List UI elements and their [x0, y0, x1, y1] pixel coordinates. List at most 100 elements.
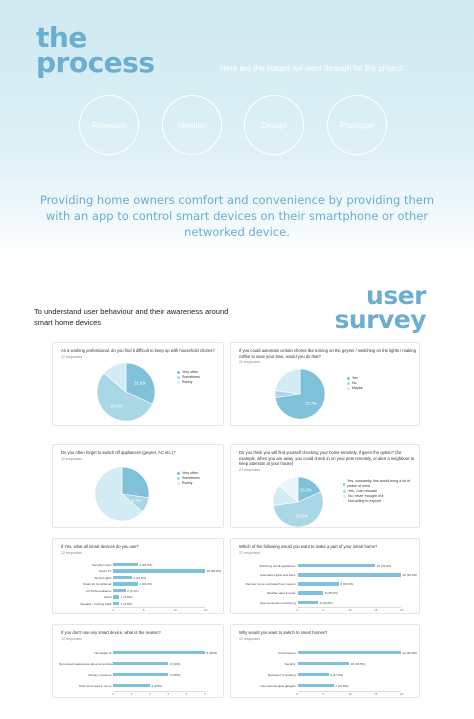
survey-card-chores: As a working professional, do you find i… — [52, 342, 224, 426]
pie-data-label: 54.5% — [296, 513, 308, 518]
bar — [297, 591, 324, 595]
bar — [113, 575, 132, 580]
x-tick-label: 3 — [167, 692, 170, 696]
pie-data-label: 54.5% — [111, 404, 123, 409]
responses-count: 10 responses — [61, 636, 83, 641]
pie-data-label: 31.8% — [134, 380, 146, 385]
question-text: Do you often forget to switch off applia… — [61, 450, 176, 455]
pie-slice — [125, 363, 155, 405]
legend-label: No, never thought of it — [348, 494, 384, 498]
survey-card-want-devices: Which of the following would you want to… — [230, 538, 420, 614]
bar — [297, 650, 401, 655]
bar-category-label: Switching on/off appliances — [259, 563, 296, 568]
survey-card-why-switch: Why would you want to switch to smart ho… — [230, 624, 420, 698]
bar-value-label: 3 (13.6%) — [133, 575, 147, 580]
legend-swatch — [177, 477, 180, 480]
pie-chart: 18.2% 54.5% — [273, 477, 323, 527]
chart-legend: Very often Sometimes Rarely — [177, 370, 200, 385]
chart-legend: Very often Sometimes Rarely — [177, 471, 200, 486]
survey-title-line1: user — [366, 281, 426, 310]
legend-swatch — [177, 381, 180, 384]
pie-slice — [95, 467, 143, 521]
x-tick-label: 0 — [296, 692, 299, 696]
x-tick-label: 5 — [322, 608, 325, 612]
bar — [297, 563, 376, 568]
bar-category-label: Weather alert & news — [266, 591, 296, 596]
legend-swatch — [343, 490, 346, 493]
bar-value-label: 6 (27.3%) — [330, 672, 344, 677]
bar — [113, 595, 120, 599]
legend-item: No, never thought of it — [343, 494, 415, 499]
x-tick-label: 0 — [296, 608, 299, 612]
bar-chart: Security Locks 4 (18.2%) Smart TV 15 (68.2%… — [59, 559, 221, 613]
legend-label: Yes — [352, 376, 358, 380]
x-axis — [113, 691, 205, 692]
legend-swatch — [177, 472, 180, 475]
x-tick-label: 2 — [149, 692, 151, 696]
bar — [113, 562, 138, 567]
bar-value-label: 4 (18.2%) — [139, 582, 153, 587]
bar-category-label: Remote home controlled from system — [245, 582, 296, 587]
bar-category-label: Speaker / running track — [80, 601, 112, 606]
legend-swatch — [343, 500, 346, 503]
bar — [113, 661, 169, 666]
process-title-line1: the — [36, 21, 87, 54]
bar-category-label: Use technological gadgets — [260, 683, 296, 688]
responses-count: 22 responses — [61, 456, 83, 461]
bar-value-label: 2 (9.1%) — [127, 588, 139, 593]
legend-label: No — [352, 381, 357, 385]
stage-design-circle: Design — [244, 95, 304, 155]
x-tick-label: 10 — [348, 608, 352, 612]
stage-prototype-circle: Prototype — [327, 95, 387, 155]
bar-category-label: Convenience — [278, 650, 296, 655]
bar — [113, 588, 126, 593]
bar — [113, 569, 205, 573]
x-tick-label: 1 — [130, 692, 133, 696]
bar-chart: Not aware of 5 (50%) Not enough awareness … — [59, 645, 219, 697]
bar-value-label: 3 (30%) — [169, 661, 181, 666]
legend-label: Maybe — [352, 386, 363, 390]
bar-value-label: 2 (20%) — [151, 683, 163, 688]
bar — [113, 601, 120, 606]
stage-label: Design — [261, 120, 287, 130]
chart-legend: Yes No Maybe — [347, 376, 363, 391]
responses-count: 22 responses — [239, 360, 261, 364]
bar-category-label: Because I'm working — [267, 672, 296, 677]
bar — [113, 672, 169, 677]
question-text: As a working professional, do you find i… — [61, 348, 215, 353]
pie-data-label: 72.7% — [305, 401, 317, 406]
x-tick-label: 5 — [204, 692, 206, 696]
bar-category-label: Gas connection monitoring — [259, 600, 296, 605]
bar — [297, 683, 334, 688]
x-tick-label: 10 — [173, 608, 177, 612]
legend-label: Sometimes — [182, 375, 200, 379]
bar-value-label: 10 (45.5%) — [350, 661, 366, 666]
x-tick-label: 15 — [204, 608, 208, 612]
pie-data-label: 9.1% — [131, 498, 141, 503]
bar-chart: Switching on/off appliances 15 (75.0%) Aut… — [237, 559, 417, 613]
stage-label: Research — [91, 120, 127, 130]
x-tick-label: 5 — [142, 608, 145, 612]
bar — [297, 582, 339, 586]
bar-value-label: 15 (75.0%) — [376, 563, 392, 568]
project-tagline: Providing home owners comfort and conven… — [39, 193, 435, 239]
legend-item: No — [347, 381, 363, 386]
legend-item: Yes, i can relocate — [343, 489, 415, 494]
bar-category-label: Privacy concerns — [88, 672, 112, 677]
pie-slice — [275, 369, 301, 395]
pie-slice — [278, 477, 299, 503]
x-tick-label: 15 — [374, 692, 378, 696]
legend-label: Very often — [182, 370, 199, 374]
bar-value-label: 20 (90.9%) — [402, 650, 418, 655]
pie-data-label: 18.2% — [300, 487, 312, 492]
bar-category-label: Not enough awareness about smart devices — [59, 661, 118, 666]
chart-legend: Yes, constantly, this would bring a lot … — [343, 479, 415, 504]
process-title-line2: process — [36, 46, 155, 79]
bar — [297, 600, 319, 605]
legend-item: Rarely — [177, 380, 200, 385]
bar — [113, 683, 151, 688]
bar-category-label: Security Locks — [91, 562, 112, 567]
x-tick-label: 20 — [400, 608, 404, 612]
legend-item: Sometimes — [177, 476, 200, 481]
stage-research-circle: Research — [79, 95, 139, 155]
